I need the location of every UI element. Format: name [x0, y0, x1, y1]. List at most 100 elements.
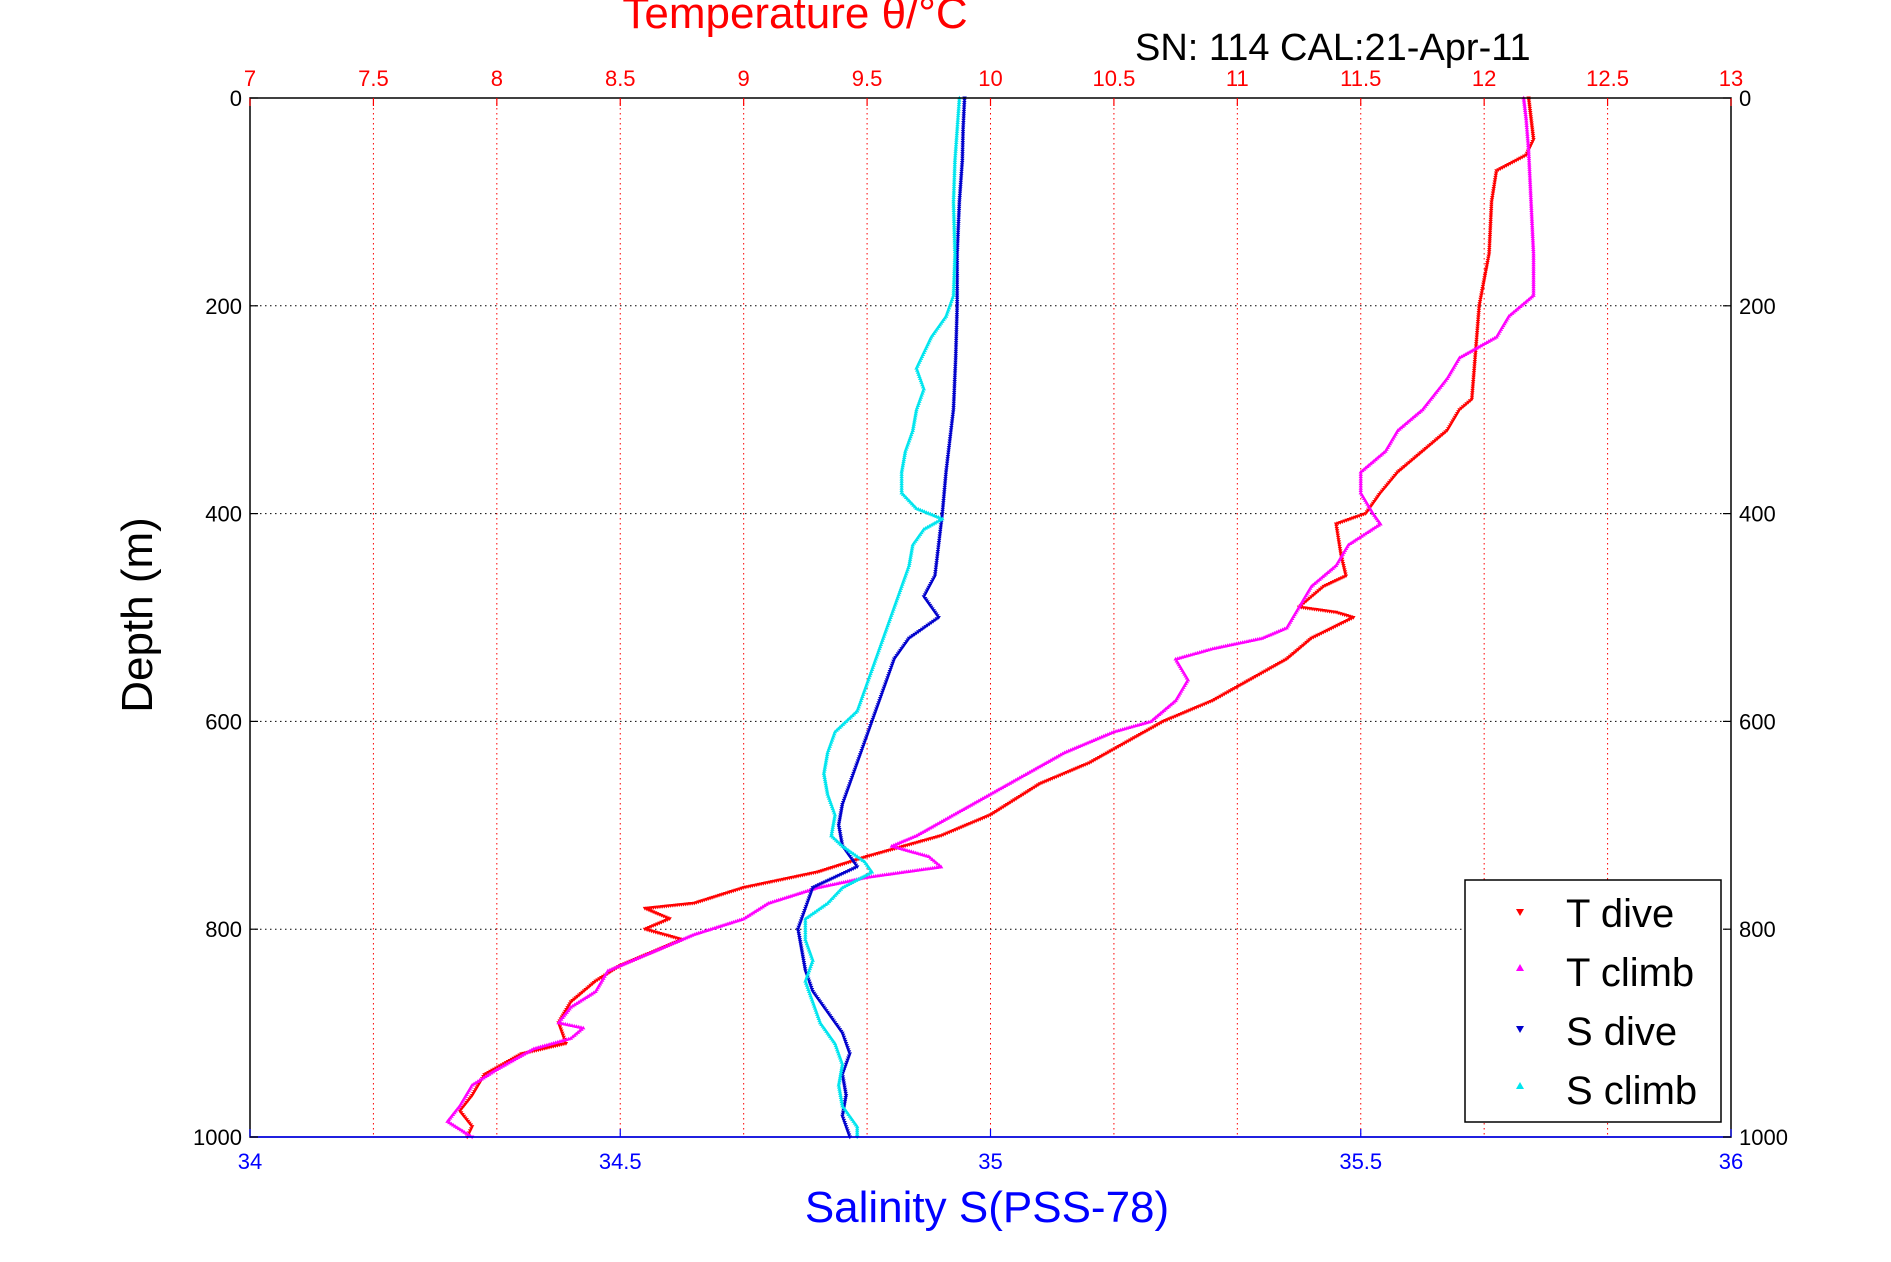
data-point — [1489, 202, 1494, 207]
data-point — [1531, 271, 1536, 276]
data-point — [848, 780, 853, 784]
top-tick-label: 11.5 — [1340, 66, 1381, 91]
data-point — [935, 547, 941, 552]
data-point — [954, 261, 960, 265]
data-point — [806, 896, 812, 901]
data-point — [1531, 291, 1536, 295]
data-point — [951, 223, 957, 228]
data-point — [926, 585, 932, 590]
data-point — [1471, 379, 1476, 384]
data-point — [1528, 188, 1533, 193]
data-point — [1530, 240, 1536, 245]
data-point — [880, 688, 886, 693]
data-point — [938, 523, 944, 527]
data-point — [565, 1006, 570, 1010]
data-point — [1530, 225, 1535, 230]
data-point — [952, 260, 957, 265]
data-point — [1528, 111, 1533, 115]
data-point — [1529, 121, 1534, 126]
data-point — [1487, 235, 1493, 239]
data-point — [829, 829, 835, 834]
data-point — [899, 469, 904, 474]
data-point — [1487, 239, 1492, 244]
data-point — [962, 103, 967, 107]
data-point — [802, 963, 807, 967]
data-point — [953, 149, 958, 153]
data-point — [1487, 243, 1492, 248]
data-point — [899, 479, 904, 483]
data-point — [1319, 631, 1324, 636]
data-point — [1035, 783, 1041, 788]
top-tick-label: 11 — [1226, 66, 1249, 91]
data-point — [599, 976, 604, 980]
data-point — [798, 942, 803, 946]
data-point — [953, 358, 958, 363]
data-point — [1514, 158, 1519, 163]
data-point — [1233, 685, 1239, 690]
data-point — [1342, 570, 1348, 574]
legend-marker-s-climb — [1516, 1082, 1524, 1089]
data-point — [945, 459, 950, 464]
data-point — [954, 306, 960, 311]
data-point — [914, 407, 919, 412]
data-point — [956, 224, 961, 228]
data-point — [806, 977, 811, 982]
data-point — [842, 1100, 848, 1104]
data-point — [951, 286, 956, 291]
data-point — [1530, 234, 1535, 239]
data-point — [808, 983, 813, 988]
data-point — [942, 481, 948, 486]
data-point — [901, 457, 907, 462]
data-point — [1508, 161, 1513, 166]
data-point — [564, 1007, 569, 1012]
data-point — [839, 1066, 844, 1070]
bottom-axis: 34 34.5 35 35.5 36 — [238, 1129, 1743, 1174]
data-point — [823, 781, 828, 786]
data-point — [993, 809, 999, 814]
data-point — [955, 120, 960, 124]
data-point — [1506, 162, 1511, 167]
data-point — [475, 1084, 480, 1089]
data-point — [954, 258, 960, 263]
data-point — [1528, 193, 1533, 197]
data-point — [1486, 256, 1491, 261]
series-t-climb — [445, 95, 1536, 1140]
data-point — [1019, 793, 1024, 798]
data-point — [1490, 195, 1495, 200]
data-point — [822, 766, 827, 771]
data-point — [814, 884, 820, 888]
data-point — [1120, 742, 1125, 747]
data-point — [1527, 102, 1532, 107]
data-point — [961, 125, 966, 130]
data-point — [1498, 167, 1503, 171]
data-point — [1531, 249, 1536, 254]
data-point — [846, 1054, 852, 1059]
data-point — [956, 206, 962, 211]
data-point — [1493, 175, 1498, 180]
data-point — [830, 876, 836, 881]
data-point — [960, 154, 965, 159]
data-point — [822, 769, 827, 773]
data-point — [1528, 115, 1534, 119]
data-point — [1333, 522, 1339, 527]
data-point — [1523, 112, 1528, 117]
data-point — [1529, 223, 1535, 228]
data-point — [1526, 147, 1531, 152]
data-point — [568, 1000, 574, 1005]
data-point — [1337, 544, 1342, 549]
top-tick-label: 8.5 — [605, 66, 636, 91]
data-point — [846, 1050, 852, 1055]
data-point — [959, 174, 964, 178]
data-point — [953, 341, 959, 345]
data-point — [1524, 121, 1529, 125]
data-point — [803, 906, 808, 911]
data-point — [807, 894, 813, 899]
data-point — [1493, 173, 1499, 178]
data-point — [843, 1041, 849, 1046]
data-point — [824, 756, 829, 761]
data-point — [951, 201, 956, 206]
left-tick-label: 1000 — [193, 1125, 242, 1150]
data-point — [800, 954, 805, 959]
data-point — [929, 580, 935, 584]
data-point — [960, 127, 966, 132]
